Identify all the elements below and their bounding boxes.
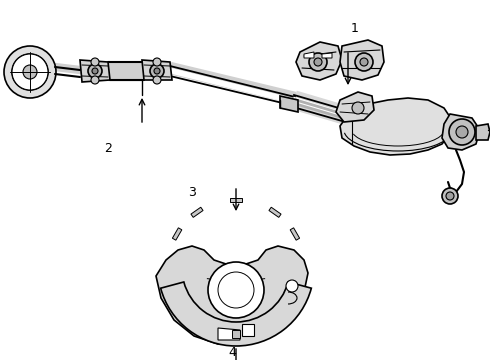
Circle shape bbox=[355, 53, 373, 71]
Circle shape bbox=[12, 54, 48, 90]
Polygon shape bbox=[476, 124, 490, 140]
Text: 2: 2 bbox=[104, 141, 112, 154]
Text: 4: 4 bbox=[228, 346, 236, 359]
Polygon shape bbox=[336, 92, 374, 122]
Text: 3: 3 bbox=[188, 185, 196, 198]
Polygon shape bbox=[142, 60, 172, 80]
Circle shape bbox=[352, 102, 364, 114]
Polygon shape bbox=[290, 228, 299, 240]
Circle shape bbox=[153, 76, 161, 84]
Polygon shape bbox=[340, 98, 452, 155]
Circle shape bbox=[23, 65, 37, 79]
Polygon shape bbox=[232, 330, 240, 338]
Circle shape bbox=[218, 272, 254, 308]
Circle shape bbox=[314, 58, 322, 66]
Polygon shape bbox=[304, 52, 314, 58]
Polygon shape bbox=[340, 40, 384, 80]
Polygon shape bbox=[242, 324, 254, 336]
Polygon shape bbox=[191, 207, 203, 217]
Circle shape bbox=[91, 58, 99, 66]
Circle shape bbox=[208, 262, 264, 318]
Circle shape bbox=[442, 188, 458, 204]
Polygon shape bbox=[156, 246, 308, 344]
Polygon shape bbox=[269, 207, 281, 217]
Wedge shape bbox=[161, 282, 311, 346]
Circle shape bbox=[4, 46, 56, 98]
Polygon shape bbox=[80, 60, 110, 82]
Circle shape bbox=[360, 58, 368, 66]
Circle shape bbox=[446, 192, 454, 200]
Circle shape bbox=[88, 64, 102, 78]
Circle shape bbox=[92, 68, 98, 74]
Circle shape bbox=[456, 126, 468, 138]
Circle shape bbox=[91, 76, 99, 84]
Polygon shape bbox=[296, 42, 342, 80]
Polygon shape bbox=[322, 53, 332, 58]
Circle shape bbox=[449, 119, 475, 145]
Text: 1: 1 bbox=[351, 22, 359, 35]
Polygon shape bbox=[280, 96, 298, 112]
Polygon shape bbox=[218, 328, 240, 340]
Circle shape bbox=[309, 53, 327, 71]
Circle shape bbox=[150, 64, 164, 78]
Circle shape bbox=[286, 280, 298, 292]
Polygon shape bbox=[230, 198, 242, 202]
Circle shape bbox=[153, 58, 161, 66]
Polygon shape bbox=[442, 114, 480, 150]
Polygon shape bbox=[172, 228, 182, 240]
Circle shape bbox=[154, 68, 160, 74]
